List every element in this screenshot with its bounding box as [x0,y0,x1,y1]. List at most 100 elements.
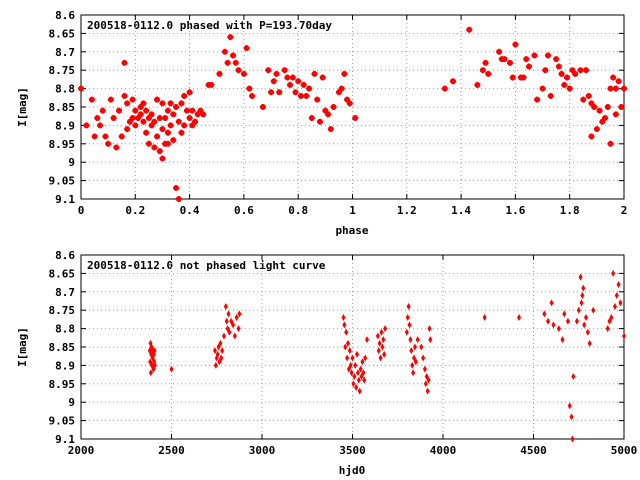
raw-data-point [361,369,366,377]
phased-data-point [88,96,95,103]
phased-data-point [137,111,144,118]
phased-data-point [129,96,136,103]
raw-data-point [362,376,367,384]
phased-data-point [558,70,565,77]
phased-data-point [352,115,359,122]
phased-data-point [151,118,158,125]
raw-lightcurve-plot: 200518-0112.0 not phased light curve hjd… [16,249,637,477]
raw-data-point [351,380,356,388]
phased-data-point [292,89,299,96]
phased-data-point [159,155,166,162]
raw-y-tick-label: 8.75 [49,304,76,317]
raw-y-tick-label: 9.1 [55,433,75,446]
phased-data-point [577,67,584,74]
phased-data-point [178,100,185,107]
phased-data-point [327,126,334,133]
phased-data-point [346,100,353,107]
raw-data-point [375,332,380,340]
raw-x-tick-label: 5000 [611,444,638,457]
phased-data-point [441,85,448,92]
phased-x-tick-label: 1.4 [451,204,471,217]
phased-data-point [612,85,619,92]
phased-data-point [181,122,188,129]
phased-data-point [164,129,171,136]
phased-x-tick-label: 0.2 [125,204,145,217]
raw-data-point [412,343,417,351]
phased-data-point [135,115,142,122]
phased-data-point [156,115,163,122]
raw-data-point [581,284,586,292]
raw-data-point [341,314,346,322]
raw-data-point [556,325,561,333]
raw-data-point [419,343,424,351]
phased-data-point [607,140,614,147]
raw-data-point [425,387,430,395]
raw-data-point [234,314,239,322]
phased-y-tick-label: 8.7 [55,46,75,59]
phased-y-tick-label: 8.65 [49,27,76,40]
phased-x-tick-label: 1.8 [560,204,580,217]
phased-data-point [110,115,117,122]
phased-data-point [189,122,196,129]
raw-data-point [348,361,353,369]
phased-data-point [276,89,283,96]
phased-data-point [300,81,307,88]
phased-data-point [224,59,231,66]
phased-data-point [200,111,207,118]
phased-data-point [544,52,551,59]
raw-data-point [405,314,410,322]
phased-data-point [553,56,560,63]
phased-data-point [151,144,158,151]
phased-data-point [170,111,177,118]
phased-data-point [126,118,133,125]
phased-y-tick-label: 8.8 [55,83,75,96]
raw-data-point [357,387,362,395]
phased-data-point [143,107,150,114]
raw-data-point [517,314,522,322]
raw-data-point [381,336,386,344]
raw-data-point [605,325,610,333]
raw-data-point [376,347,381,355]
phased-data-point [83,122,90,129]
raw-data-point [221,332,226,340]
raw-data-point [415,336,420,344]
phased-data-point [159,126,166,133]
raw-grid [81,255,624,439]
raw-data-point [545,317,550,325]
raw-x-tick-label: 3500 [339,444,366,457]
phased-data-point [496,48,503,55]
phased-data-point [322,107,329,114]
phased-y-tick-label: 8.95 [49,138,76,151]
raw-data-point [549,299,554,307]
phased-data-point [216,70,223,77]
raw-data-point [364,336,369,344]
phased-x-tick-label: 0.6 [234,204,254,217]
phased-data-point [311,70,318,77]
phased-data-point [482,59,489,66]
phased-y-tick-label: 8.9 [55,119,75,132]
phased-data-point [186,89,193,96]
raw-data-point [232,332,237,340]
phased-data-point [140,118,147,125]
phased-data-point [137,104,144,110]
raw-data-point [352,372,357,380]
raw-data-point [404,328,409,336]
phased-x-tick-label: 1.6 [505,204,525,217]
phased-data-point [615,78,622,85]
phased-data-point [531,52,538,59]
raw-data-point [215,350,220,358]
raw-data-point [382,350,387,358]
raw-data-point [220,347,225,355]
phased-data-point [506,59,513,66]
phased-data-point [235,67,242,74]
raw-data-point [587,339,592,347]
raw-data-point [354,383,359,391]
phased-data-point [227,34,234,41]
raw-data-point [565,317,570,325]
phased-data-point [563,74,570,81]
phased-data-point [121,92,128,99]
raw-data-point [560,336,565,344]
phased-data-point [230,52,237,59]
phased-data-point [593,126,600,133]
